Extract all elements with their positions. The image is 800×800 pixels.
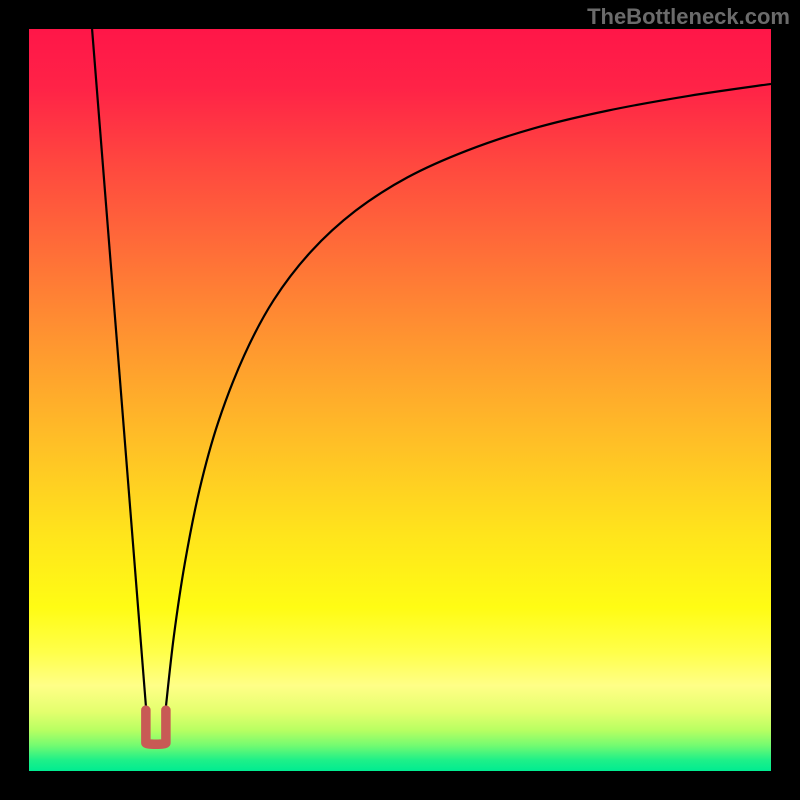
watermark-text: TheBottleneck.com [587, 4, 790, 30]
chart-container: TheBottleneck.com [0, 0, 800, 800]
bottleneck-chart [0, 0, 800, 800]
plot-background [29, 29, 771, 771]
